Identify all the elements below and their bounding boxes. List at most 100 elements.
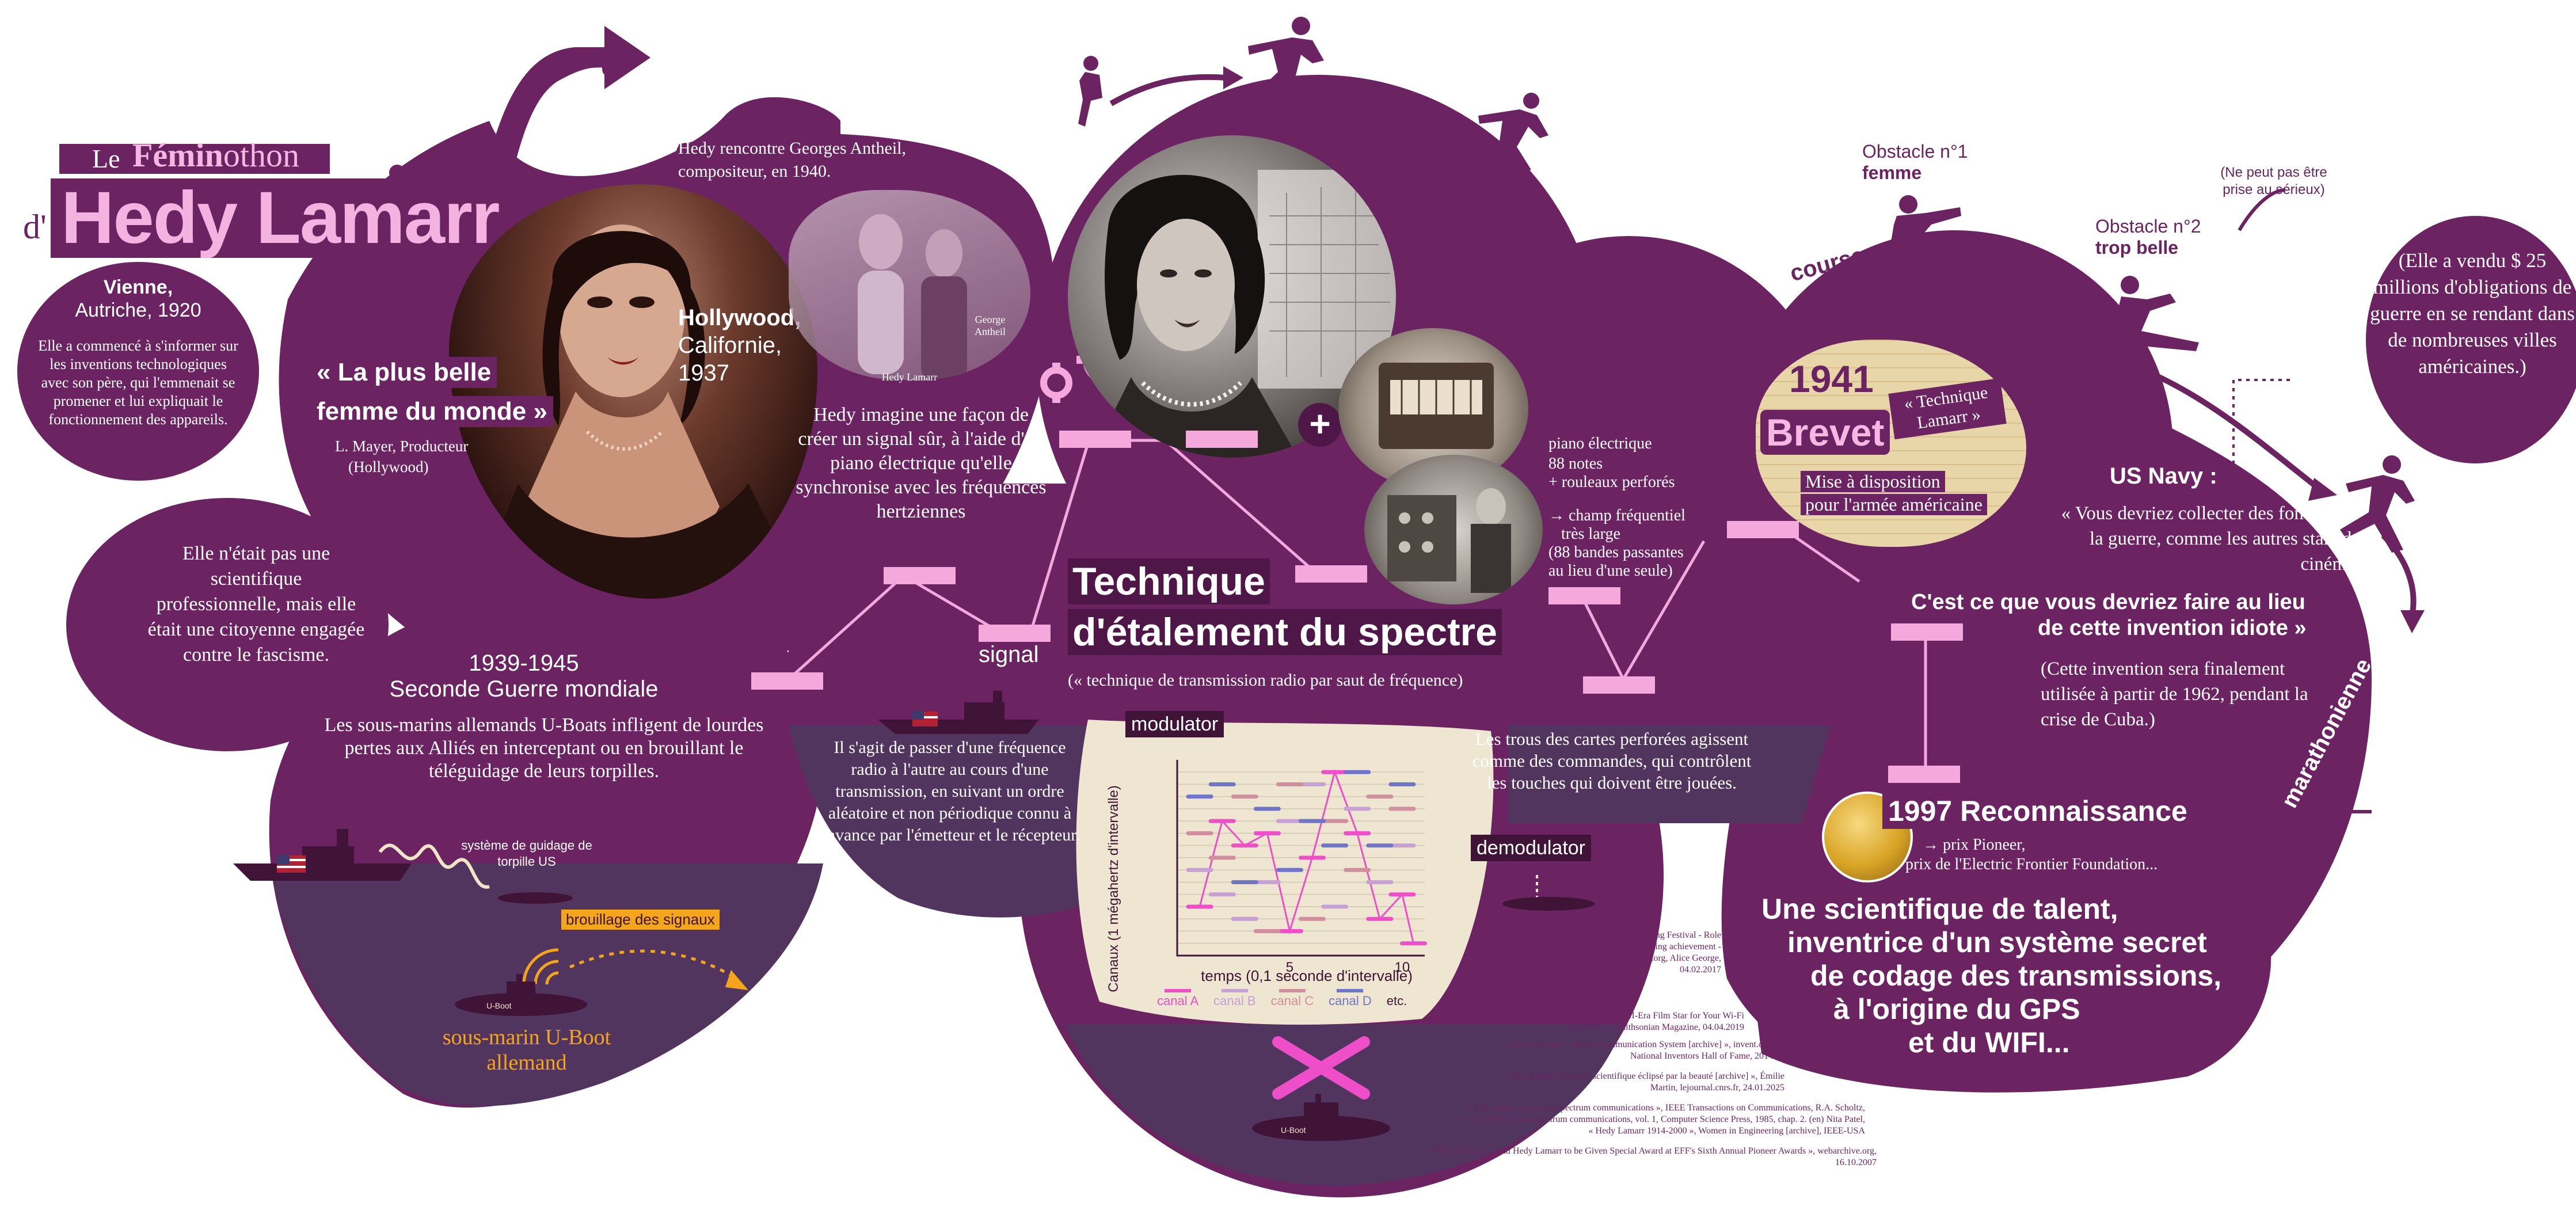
navy-note: (Cette invention sera finalement utilisé… — [2041, 659, 2308, 730]
pink-connector-11 — [1888, 766, 1960, 783]
chart-legend-swatch — [1279, 989, 1306, 992]
technique-title-2: d'étalement du spectre — [1068, 609, 1502, 655]
reconnaissance-title: 1997 Reconnaissance — [1882, 793, 2193, 829]
quote-beauty-line2: femme du monde » — [311, 396, 553, 427]
brevet-year: 1941 — [1789, 357, 1874, 400]
chart-legend-etc: etc. — [1386, 994, 1407, 1008]
pink-connector-10 — [1891, 623, 1963, 641]
antheil-label-hedy: Hedy Lamarr — [881, 371, 938, 383]
brevet-title: Brevet — [1760, 410, 1890, 455]
cards-text: Les trous des cartes perforées agissent … — [1472, 729, 1752, 793]
chart-ylabel: Canaux (1 mégahertz d'intervalle) — [1106, 785, 1121, 992]
runner-middle-icon — [1607, 250, 1649, 343]
obstacle1-value: femme — [1862, 162, 1922, 183]
ww2-years: 1939-1945 — [469, 650, 579, 676]
obstacle2-label: Obstacle n°2 — [2095, 216, 2201, 237]
chart-legend-swatch — [1165, 989, 1192, 992]
reference-6: « EFF: Movie Legend Hedy Lamarr to be Gi… — [1429, 1146, 1877, 1167]
chart-legend-label: canal D — [1329, 994, 1372, 1008]
quote-beauty-place: (Hollywood) — [348, 458, 429, 475]
chart-legend-label: canal C — [1270, 994, 1314, 1008]
svg-text:U-Boot: U-Boot — [486, 1001, 512, 1010]
technique-title-1: Technique — [1068, 558, 1270, 604]
page-title: Hedy Lamarr — [51, 178, 509, 258]
piano-photo-art — [1379, 363, 1494, 449]
antheil-machine-photo-art — [1387, 488, 1511, 593]
pink-connector-8 — [1583, 676, 1655, 694]
conclusion-line1: Une scientifique de talent, — [1761, 893, 2118, 925]
obstacle2-value: trop belle — [2095, 237, 2179, 258]
runner-left-icon — [1078, 56, 1102, 127]
chart-xtick-label: 5 — [1286, 960, 1293, 975]
hollywood-state: Californie, — [678, 333, 782, 358]
chart-legend-swatch — [1337, 989, 1364, 992]
pioneer-medal — [1822, 792, 1913, 882]
pink-connector-9 — [1727, 521, 1799, 538]
navy-title: US Navy : — [2110, 463, 2217, 489]
navy-quote: « Vous devriez collecter des fonds pour … — [2061, 503, 2360, 575]
hurdler-2-icon — [2101, 276, 2199, 414]
piano-field3: (88 bandes passantes — [1548, 543, 1684, 561]
conclusion-line3: de codage des transmissions, — [1810, 960, 2222, 992]
runner-sprint2-icon — [1474, 93, 1548, 173]
title-feminothon-bold: Fémin — [132, 136, 223, 174]
svg-text:U-Boot: U-Boot — [1281, 1125, 1306, 1135]
pink-connector-4 — [751, 672, 823, 690]
quote-beauty-author: L. Mayer, Producteur — [335, 437, 469, 455]
vienne-country-year: Autriche, 1920 — [75, 299, 201, 321]
hollywood-year: 1937 — [678, 360, 729, 386]
us-warship-icon — [233, 829, 412, 881]
pink-connector-1 — [1059, 431, 1131, 448]
conclusion-line5: et du WIFI... — [1908, 1026, 2070, 1059]
title-feminothon: Féminothon — [132, 138, 299, 173]
antheil-photo-art — [858, 214, 967, 380]
chart-legend-label: canal A — [1157, 994, 1199, 1008]
pink-connector-7 — [1548, 587, 1620, 604]
chart-axis-line — [1176, 760, 1425, 957]
brevet-armee: pour l'armée américaine — [1801, 494, 1987, 515]
piano-field4: au lieu d'une seule) — [1548, 562, 1673, 580]
torpedo-icon — [498, 892, 573, 904]
jamming-waves-icon — [522, 948, 748, 990]
chart-xlabel: temps (0,1 seconde d'intervalle) — [1201, 967, 1413, 984]
hurdler-1-icon — [1856, 195, 1961, 311]
reference-5: « The origins of Spread-spectrum communi… — [1465, 1103, 1865, 1136]
runner-right-icon — [2340, 455, 2415, 553]
demodulator-label: demodulator — [1471, 835, 1592, 861]
chart-legend-item: canal C — [1271, 989, 1314, 1009]
chart-legend: canal A canal B canal C canal D etc. — [1157, 989, 1456, 1012]
bonds-text: (Elle a vendu $ 25 millions d'obligation… — [2370, 249, 2575, 378]
ww2-text: Les sous-marins allemands U-Boats inflig… — [324, 714, 764, 782]
reference-1: « USA Science and Engineering Festival -… — [1540, 930, 1721, 975]
antheil-label-george: George Antheil — [975, 314, 1006, 337]
plus-icon: + — [1298, 403, 1342, 447]
antheil-text: Hedy rencontre Georges Antheil, composit… — [678, 139, 906, 181]
uboot-label: sous-marin U-Boot allemand — [442, 1025, 611, 1075]
ww2-title: Seconde Guerre mondiale — [389, 676, 659, 702]
pink-connector-5 — [979, 625, 1051, 642]
chart-xtick-label: 10 — [1395, 960, 1410, 975]
hollywood-city: Hollywood, — [678, 305, 801, 330]
piano-line1: piano électrique — [1548, 435, 1652, 452]
brouillage-label: brouillage des signaux — [561, 910, 720, 930]
title-le: Le — [92, 144, 120, 173]
pink-connector-2 — [1186, 431, 1258, 448]
reconnaissance-sub2: prix de l'Electric Frontier Foundation..… — [1905, 855, 2158, 873]
frequency-hopping-chart: 5 10 — [1176, 760, 1427, 975]
reference-4: « Hedy Lamarr, le génie scientifique écl… — [1501, 1071, 1784, 1093]
obstacle1-label: Obstacle n°1 — [1862, 141, 1968, 162]
brevet-mise: Mise à disposition — [1801, 471, 1945, 492]
torpedo-right-icon — [1502, 875, 1595, 911]
signal-label: signal — [979, 642, 1039, 667]
title-feminothon-light: othon — [223, 136, 299, 174]
chart-legend-swatch — [1221, 989, 1248, 992]
quote-beauty-line1: « La plus belle — [311, 357, 497, 388]
signal-wave-icon — [378, 843, 490, 889]
conclusion-line2: inventrice d'un système secret — [1787, 926, 2207, 958]
us-ship-center-icon — [878, 691, 1039, 734]
uboot-left-icon: U-Boot — [455, 974, 587, 1016]
vienne-text: Elle a commencé à s'informer sur les inv… — [38, 337, 238, 428]
not-scientist-text: Elle n'était pas une scientifique profes… — [147, 543, 365, 665]
runner-sprint-icon — [1248, 17, 1324, 105]
